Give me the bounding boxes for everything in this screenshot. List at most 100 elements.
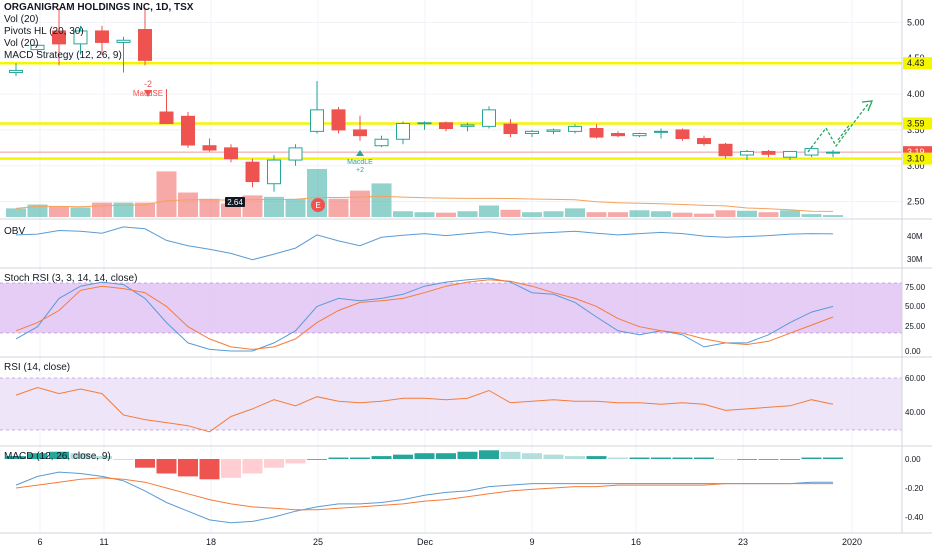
macd-hist-bar bbox=[92, 456, 112, 459]
candle-body bbox=[654, 130, 668, 133]
candle-body bbox=[73, 30, 88, 45]
macd-hist-bar bbox=[608, 457, 628, 459]
obv-label[interactable]: OBV bbox=[4, 226, 26, 237]
rsi-polyline bbox=[15, 386, 834, 433]
macd-tick: 0.00 bbox=[905, 455, 921, 464]
candle-body bbox=[181, 115, 195, 146]
macd-hist-bar bbox=[393, 454, 413, 459]
volume-bar bbox=[27, 204, 48, 217]
obv-tick: 30M bbox=[907, 255, 923, 264]
candle-body bbox=[417, 122, 432, 125]
projection-arrow bbox=[807, 100, 874, 153]
volume-bars bbox=[6, 169, 843, 217]
overlay-vol-2[interactable]: Vol (20) bbox=[4, 38, 39, 49]
macd-hist-bar bbox=[436, 453, 456, 459]
volume-bar bbox=[651, 211, 671, 217]
time-axis[interactable]: 6 11 18 25 Dec 9 16 23 2020 bbox=[37, 537, 862, 547]
macd-hist-bar bbox=[522, 453, 542, 459]
rsi-label[interactable]: RSI (14, close) bbox=[4, 362, 71, 373]
overlay-macd-strategy[interactable]: MACD Strategy (12, 26, 9) bbox=[4, 50, 122, 61]
macd-hist-bar bbox=[242, 459, 263, 474]
candle bbox=[331, 106, 346, 134]
candle bbox=[740, 150, 754, 161]
candle bbox=[417, 121, 432, 130]
macd-hist-bar bbox=[307, 459, 327, 460]
earnings-icon: E bbox=[315, 201, 320, 210]
time-tick-label: 6 bbox=[37, 537, 42, 547]
buy-signal: MacdLE +2 bbox=[347, 150, 373, 174]
macd-hist-bar bbox=[543, 454, 564, 459]
indicator-axes: 40M 30M 75.00 50.00 25.00 0.00 60.00 40.00 0.00 -… bbox=[905, 232, 926, 522]
candle bbox=[224, 144, 238, 163]
chart-title: ORGANIGRAM HOLDINGS INC, 1D, TSX bbox=[4, 2, 194, 13]
candle-body bbox=[525, 130, 539, 135]
stoch-k-line bbox=[15, 277, 834, 352]
candle-body bbox=[697, 138, 711, 145]
candle-body bbox=[589, 127, 604, 138]
macd-hist-bar bbox=[27, 453, 48, 459]
candle bbox=[718, 142, 733, 159]
volume-bar bbox=[92, 202, 112, 217]
volume-bar bbox=[156, 171, 177, 217]
price-tick-label: 3.50 bbox=[907, 125, 925, 135]
pane-separators bbox=[0, 218, 932, 447]
projection-arrow-icon bbox=[861, 100, 874, 112]
rsi-line bbox=[15, 386, 834, 433]
candle bbox=[654, 128, 668, 139]
macd-hist-bar bbox=[70, 453, 91, 459]
volume-bar bbox=[393, 211, 413, 217]
candle-body bbox=[718, 143, 733, 157]
sell-signal-count: -2 bbox=[144, 79, 152, 89]
macd-hist-bar bbox=[285, 459, 306, 464]
price-tag-label: 4.43 bbox=[907, 58, 925, 68]
macd-lines bbox=[15, 471, 833, 524]
candle-body bbox=[95, 30, 109, 43]
candle bbox=[568, 124, 582, 134]
macd-label[interactable]: MACD (12, 26, close, 9) bbox=[4, 451, 111, 462]
candle-body bbox=[224, 147, 238, 160]
candle-body bbox=[460, 124, 475, 127]
candle-body bbox=[353, 129, 367, 137]
overlay-pivots[interactable]: Pivots HL (20, 30) bbox=[4, 26, 84, 37]
earnings-marker[interactable]: E bbox=[311, 198, 325, 212]
volume-bar bbox=[758, 212, 779, 217]
candle bbox=[439, 121, 453, 132]
volume-bar bbox=[70, 207, 91, 217]
macd-hist-bar bbox=[199, 459, 220, 480]
candle-body bbox=[783, 150, 797, 158]
candlesticks[interactable] bbox=[9, 8, 840, 192]
candle-body bbox=[568, 125, 582, 132]
rsi-tick: 40.00 bbox=[905, 408, 926, 417]
macd-hist-bar bbox=[221, 459, 241, 478]
overlay-vol[interactable]: Vol (20) bbox=[4, 14, 39, 25]
macd-line bbox=[15, 471, 833, 524]
candle bbox=[116, 36, 131, 73]
chart-legend: ORGANIGRAM HOLDINGS INC, 1D, TSX Vol (20… bbox=[4, 2, 193, 62]
volume-bar bbox=[500, 209, 521, 217]
volume-bar bbox=[328, 198, 349, 217]
time-tick-label: 9 bbox=[529, 537, 534, 547]
macd-tick: -0.40 bbox=[905, 513, 924, 522]
candle-body bbox=[245, 161, 260, 183]
volume-bar bbox=[49, 206, 69, 217]
macd-hist-bar bbox=[737, 459, 757, 460]
volume-bar bbox=[737, 210, 757, 217]
macd-hist-bar bbox=[780, 459, 800, 460]
candle-body bbox=[503, 123, 518, 135]
volume-bar bbox=[436, 212, 456, 217]
sell-signal: -2 MacdSE bbox=[133, 79, 163, 98]
price-tick-label: 4.00 bbox=[907, 89, 925, 99]
candle-body bbox=[9, 69, 23, 74]
volume-bar bbox=[801, 214, 822, 217]
stoch-label[interactable]: Stoch RSI (3, 3, 14, 14, close) bbox=[4, 273, 138, 284]
svg-text:2.64: 2.64 bbox=[227, 198, 243, 207]
rsi-band bbox=[0, 378, 902, 430]
macd-histogram bbox=[6, 450, 843, 480]
candle bbox=[761, 150, 776, 158]
volume-bar bbox=[608, 212, 628, 217]
candle bbox=[503, 119, 518, 138]
candle-body bbox=[374, 138, 389, 147]
rsi-tick: 60.00 bbox=[905, 374, 926, 383]
candle bbox=[697, 135, 711, 146]
